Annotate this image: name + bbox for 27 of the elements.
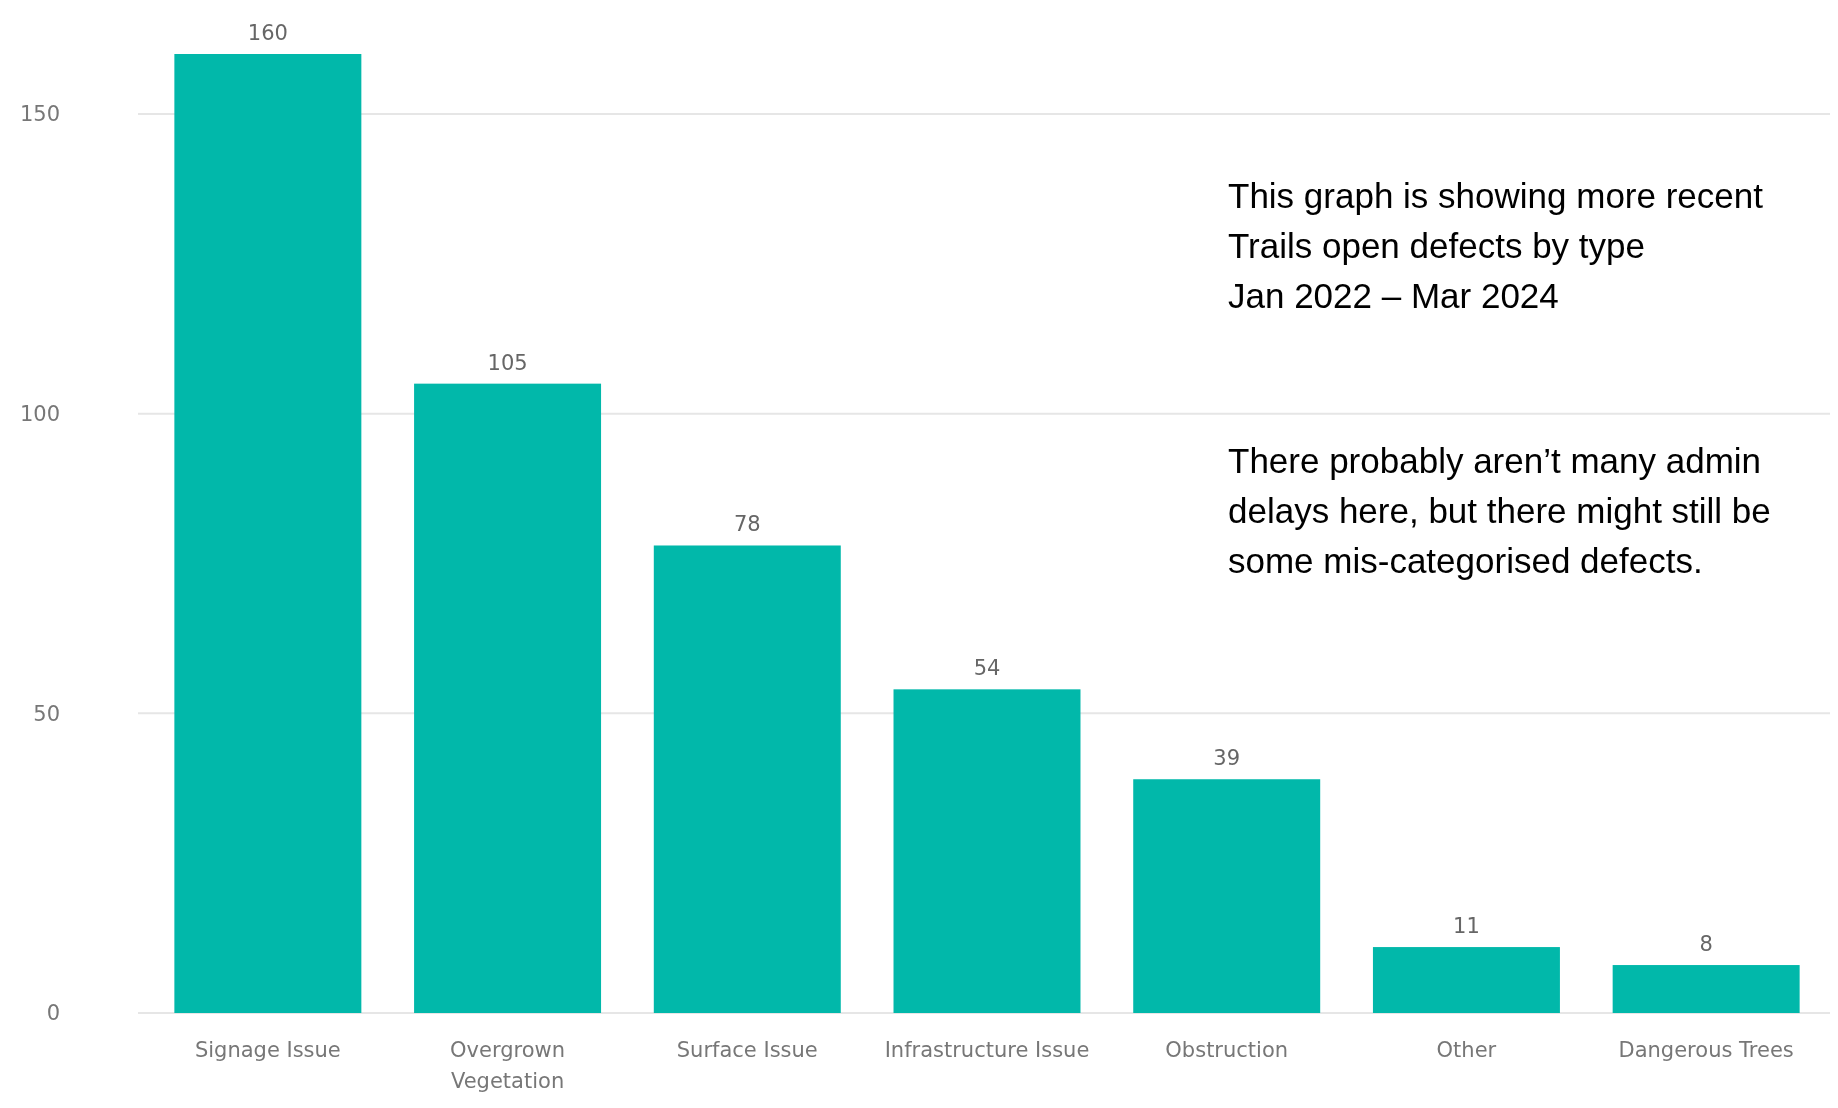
annotation: This graph is showing more recent Trails open defects by type Jan 2022 – Mar 2024 xyxy=(1228,176,1764,315)
bar xyxy=(414,383,602,1013)
data-label: 8 xyxy=(1699,932,1713,957)
data-label: 11 xyxy=(1453,914,1480,939)
data-label: 105 xyxy=(487,350,528,375)
bar xyxy=(893,689,1081,1013)
x-tick-label: Infrastructure Issue xyxy=(884,1038,1090,1062)
x-tick-label: Signage Issue xyxy=(194,1038,341,1062)
bar xyxy=(174,54,362,1013)
bar xyxy=(653,545,841,1013)
x-tick-label: Overgrown Vegetation xyxy=(450,1038,566,1093)
x-tick-label: Surface Issue xyxy=(676,1038,818,1062)
data-label: 39 xyxy=(1213,746,1241,771)
annotation: There probably aren’t many admin delays here, but there might still be some mis-categorised defects. xyxy=(1228,441,1771,580)
x-tick-label: Obstruction xyxy=(1165,1038,1289,1062)
bar xyxy=(1612,965,1800,1013)
data-label: 54 xyxy=(973,656,1001,681)
y-tick-label: 0 xyxy=(46,1001,60,1026)
y-tick-label: 50 xyxy=(33,701,60,726)
y-tick-label: 150 xyxy=(19,102,60,127)
bar xyxy=(1372,947,1560,1013)
data-label: 78 xyxy=(733,512,761,537)
data-label: 160 xyxy=(247,21,288,45)
x-tick-label: Dangerous Trees xyxy=(1618,1038,1794,1062)
y-tick-label: 100 xyxy=(19,401,60,426)
x-tick-label: Other xyxy=(1436,1038,1497,1062)
bar xyxy=(1133,779,1321,1013)
